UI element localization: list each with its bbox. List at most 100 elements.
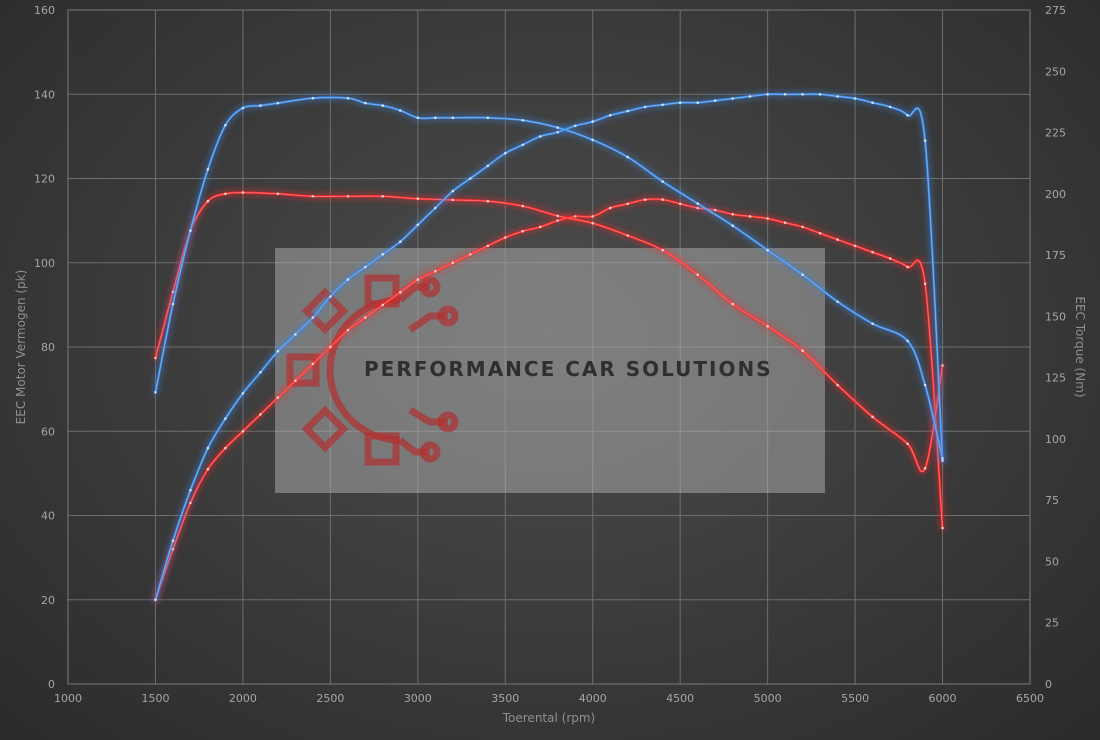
data-point [801, 349, 804, 353]
data-point [434, 116, 437, 120]
data-point [154, 391, 157, 394]
y-tick-label: 0 [48, 678, 55, 691]
data-point [241, 430, 245, 433]
y2-tick-label: 175 [1045, 249, 1066, 262]
y2-tick-label: 125 [1045, 372, 1066, 385]
data-point [294, 333, 297, 336]
data-point [259, 104, 262, 107]
data-point [696, 273, 699, 277]
data-point [154, 598, 157, 602]
y2-tick-label: 200 [1045, 188, 1066, 201]
data-point [678, 202, 682, 206]
data-point [224, 446, 227, 450]
series-2 [152, 90, 946, 604]
data-point [259, 413, 262, 416]
data-point [539, 225, 542, 229]
data-point [276, 349, 280, 353]
data-point [626, 109, 629, 113]
x-axis-ticks: 1000 1500 2000 2500 3000 3500 4000 4500 5000 5500… [54, 692, 1044, 705]
data-point [801, 273, 804, 277]
data-point [556, 130, 559, 134]
data-point [556, 219, 559, 222]
data-point [731, 213, 734, 216]
data-point [783, 93, 787, 96]
data-point [661, 180, 664, 183]
y2-tick-label: 75 [1045, 494, 1059, 507]
data-point [941, 457, 944, 460]
data-point [766, 324, 769, 328]
data-point [241, 191, 245, 194]
data-point [346, 96, 350, 100]
data-point [311, 316, 315, 319]
data-point [329, 295, 332, 298]
x-tick-label: 1500 [141, 692, 169, 705]
data-point [399, 240, 402, 243]
y-tick-label: 120 [34, 173, 55, 186]
data-point [871, 101, 874, 104]
data-point [731, 97, 734, 100]
data-point [871, 415, 874, 419]
data-point [731, 302, 734, 306]
y-tick-label: 20 [41, 594, 55, 607]
data-point [276, 396, 280, 399]
data-point [836, 95, 839, 98]
data-point [416, 278, 420, 281]
y-tick-label: 40 [41, 510, 55, 523]
data-point [451, 198, 455, 202]
data-point [678, 101, 682, 104]
data-point [748, 215, 752, 218]
data-point [626, 155, 629, 159]
data-point [643, 105, 647, 109]
data-point [364, 101, 367, 105]
data-point [434, 206, 437, 210]
y-tick-label: 80 [41, 341, 55, 354]
data-point [311, 96, 315, 100]
data-point [801, 225, 804, 229]
data-point [591, 138, 594, 142]
data-point [906, 339, 909, 343]
data-point [399, 109, 402, 112]
data-point [766, 248, 769, 252]
data-point [783, 221, 787, 224]
data-point [661, 198, 664, 201]
data-point [206, 168, 210, 171]
data-point [766, 217, 769, 220]
data-point [591, 120, 594, 123]
data-point [643, 198, 647, 201]
y2-tick-label: 250 [1045, 65, 1066, 78]
data-point [224, 192, 227, 196]
data-point [206, 467, 210, 471]
data-point [626, 234, 629, 237]
data-point [573, 124, 577, 128]
data-point [556, 126, 559, 129]
data-point [434, 269, 437, 273]
data-point [661, 103, 664, 107]
data-point [923, 383, 927, 387]
data-point [416, 197, 420, 200]
data-point [696, 101, 699, 104]
data-point [346, 328, 350, 332]
data-point [608, 114, 612, 117]
data-point [189, 229, 192, 232]
plot-frame [67, 9, 1031, 685]
data-point [853, 244, 857, 248]
data-point [539, 135, 542, 138]
y2-tick-label: 275 [1045, 4, 1066, 17]
data-point [696, 202, 699, 205]
data-point [381, 303, 385, 307]
y-tick-label: 60 [41, 425, 55, 438]
data-point [486, 116, 490, 120]
x-tick-label: 3000 [404, 692, 432, 705]
data-point [311, 362, 315, 366]
data-point [189, 488, 192, 492]
data-point [888, 105, 892, 109]
data-point [923, 282, 927, 286]
data-point [836, 238, 839, 241]
y-tick-label: 140 [34, 88, 55, 101]
series-layer [152, 90, 946, 604]
data-point [906, 114, 909, 117]
data-point [451, 116, 455, 120]
series-0 [152, 195, 946, 604]
data-point [381, 253, 385, 256]
data-point [836, 300, 839, 304]
